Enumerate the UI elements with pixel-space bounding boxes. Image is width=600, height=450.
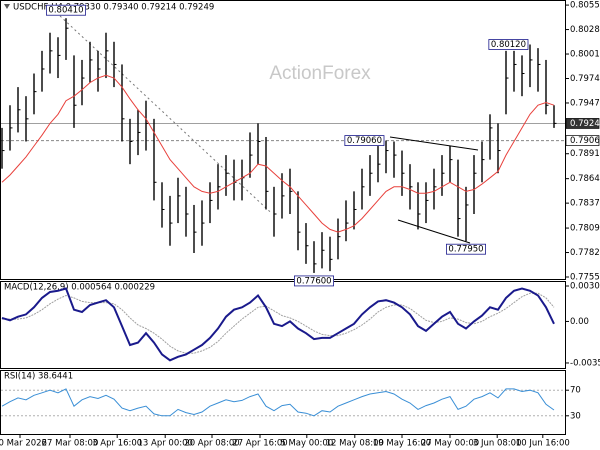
x-tick-label: 12 May 08:00	[326, 439, 384, 449]
watermark: ActionForex	[269, 63, 371, 84]
y-tick-label: 0.78915	[570, 149, 600, 159]
annotation-box	[446, 243, 486, 255]
annotation-label: 0.80120	[491, 40, 526, 50]
x-tick-label: 3 Jun 08:00	[473, 439, 522, 449]
price-box	[565, 135, 600, 146]
y-tick-label: 0.78095	[570, 224, 600, 234]
x-tick-label: 19 May 16:00	[373, 439, 431, 449]
signal-line	[2, 292, 555, 354]
y-tick-label: -0.003528	[570, 358, 600, 368]
y-tick-label: 0.80555	[570, 1, 600, 11]
main-panel	[0, 0, 566, 280]
annotation-label: 0.80410	[48, 6, 83, 16]
macd-line	[1, 287, 555, 362]
y-tick-label: 0.80285	[570, 25, 600, 35]
y-tick-label: 0.003009	[570, 282, 600, 292]
y-tick-label: 70	[570, 386, 581, 396]
annotation-label: 0.77950	[448, 245, 483, 255]
y-tick-label: 0.79475	[570, 98, 600, 108]
annotation-box	[46, 4, 86, 16]
annotation-box	[488, 39, 529, 50]
y-tick-label: 30	[570, 411, 581, 421]
chart-title: USDCHF,H4 0.79330 0.79340 0.79214 0.7924…	[13, 3, 214, 13]
rsi-line	[1, 388, 555, 417]
x-tick-label: 27 Apr 16:00	[232, 439, 287, 449]
annotation-box	[294, 275, 334, 287]
trendline	[59, 15, 271, 213]
macd-panel	[0, 281, 566, 369]
macd-title: MACD(12,26,9) 0.000564 0.000229	[4, 283, 155, 293]
symbol-icon	[4, 4, 10, 9]
x-tick-label: 3 Apr 16:00	[92, 439, 142, 449]
annotation-label: 0.79060	[347, 136, 382, 146]
x-tick-label: 20 Mar 2026	[0, 439, 47, 449]
x-tick-label: 27 Mar 08:00	[42, 439, 99, 449]
trendline	[397, 219, 471, 244]
y-tick-label: 0.77825	[570, 248, 600, 258]
y-tick-label: 0.77555	[570, 273, 600, 283]
y-tick-label: 0.80015	[570, 50, 600, 60]
y-tick-label: 0.00	[570, 317, 589, 327]
y-tick-label: 0.79745	[570, 74, 600, 84]
moving-average	[1, 74, 555, 233]
trendline	[389, 136, 479, 151]
x-tick-label: 20 Apr 08:00	[184, 439, 239, 449]
rsi-panel	[0, 370, 566, 435]
price-box-label: 0.79060	[570, 136, 600, 146]
x-tick-label: 5 May 00:00	[280, 439, 333, 449]
price-box	[565, 118, 600, 129]
price-box-label: 0.79249	[570, 119, 600, 129]
annotation-label: 0.77600	[296, 276, 331, 286]
x-tick-label: 13 Apr 00:00	[137, 439, 192, 449]
x-tick-label: 10 Jun 16:00	[516, 439, 570, 449]
annotation-box	[344, 135, 385, 146]
rsi-title: RSI(14) 38.6441	[4, 372, 73, 382]
x-tick-label: 27 May 00:00	[421, 439, 479, 449]
